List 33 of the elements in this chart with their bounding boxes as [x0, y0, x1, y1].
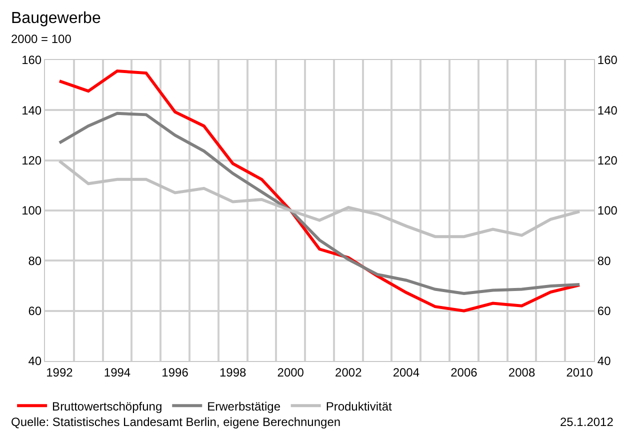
- y2-tick-label: 80: [597, 254, 612, 268]
- x-tick-label: 2002: [335, 365, 362, 380]
- y-tick-label: 100: [22, 204, 42, 218]
- y-tick-label: 60: [28, 304, 42, 318]
- y2-tick-label: 160: [597, 53, 618, 68]
- x-tick-label: 1994: [104, 365, 131, 380]
- line-series: [58, 160, 582, 238]
- y-tick-label: 140: [22, 103, 42, 118]
- y-tick-label: 80: [28, 254, 42, 268]
- x-tick-label: 1996: [162, 365, 189, 380]
- y2-tick-label: 40: [597, 354, 612, 368]
- y2-tick-label: 60: [597, 304, 612, 318]
- x-tick-label: 1992: [46, 365, 74, 380]
- y2-tick-label: 100: [597, 204, 618, 218]
- y2-tick-label: 120: [597, 154, 618, 168]
- line-series: [58, 112, 582, 296]
- y-tick-label: 160: [22, 53, 42, 68]
- y-tick-label: 120: [22, 154, 42, 168]
- y-tick-label: 40: [28, 354, 42, 368]
- x-tick-label: 2006: [450, 365, 478, 380]
- x-tick-label: 1998: [219, 365, 246, 380]
- x-tick-label: 2010: [566, 365, 594, 380]
- text: 25.1.2012: [560, 415, 614, 429]
- legend-label: Erwerbstätige: [207, 399, 281, 414]
- chart-subtitle: 2000 = 100: [11, 32, 72, 46]
- legend-label: Produktivität: [326, 399, 393, 414]
- x-tick-label: 2004: [392, 365, 420, 380]
- x-tick-label: 2008: [508, 365, 536, 380]
- y2-tick-label: 140: [597, 103, 618, 118]
- x-tick-label: 2000: [277, 365, 304, 380]
- chart-title: Baugewerbe: [11, 10, 101, 27]
- source-note: Quelle: Statistisches Landesamt Berlin, eigene Berechnungen: [11, 415, 341, 429]
- legend-label: Bruttowertschöpfung: [52, 399, 162, 414]
